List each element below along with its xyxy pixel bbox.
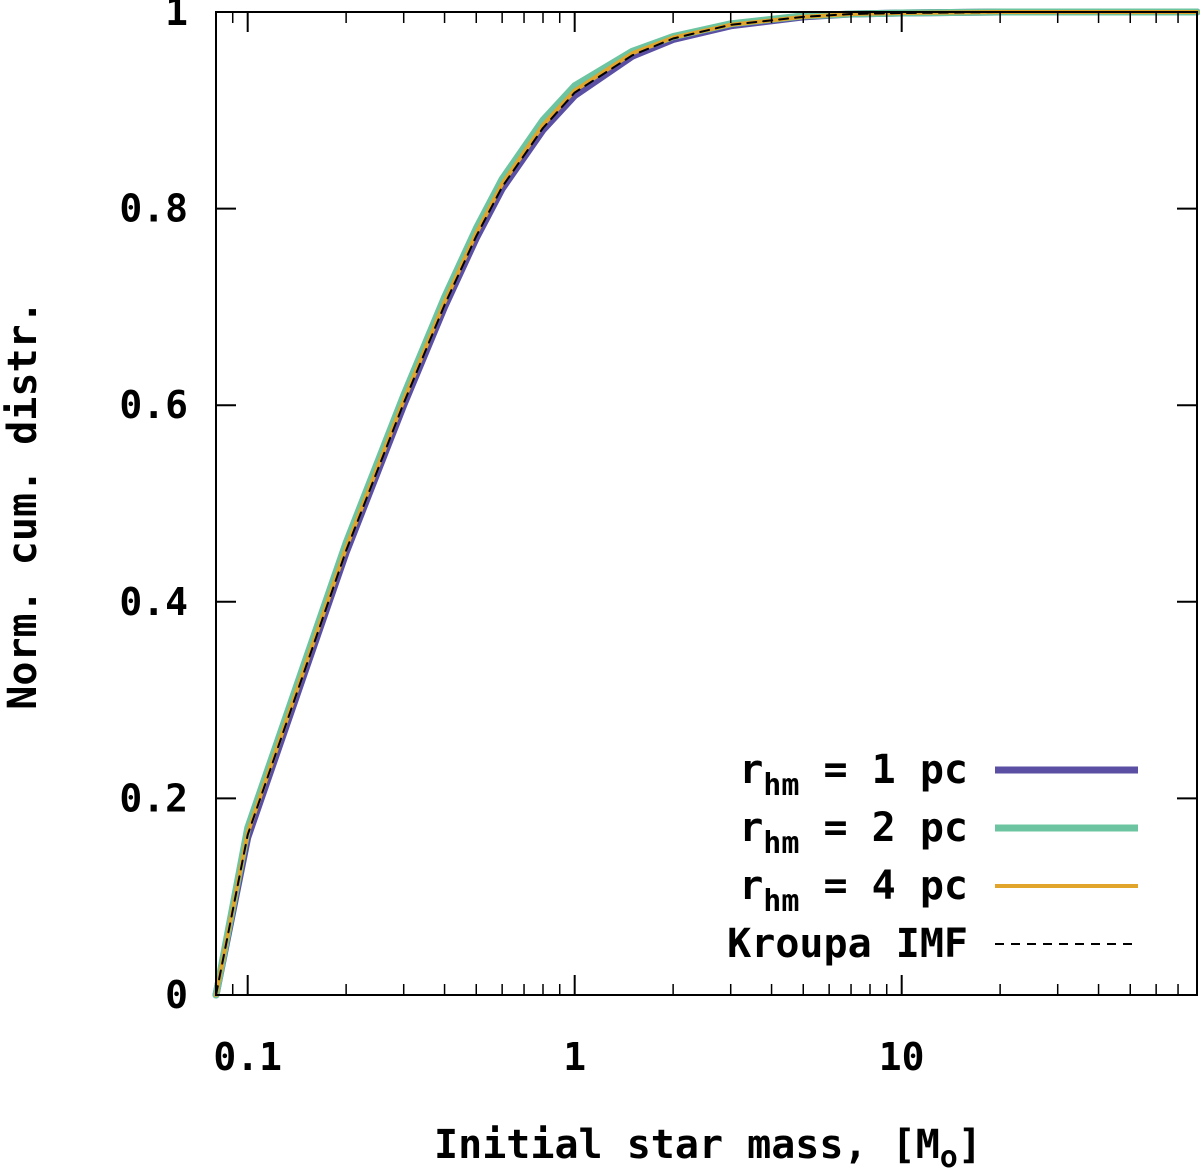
y-tick-label: 0 xyxy=(165,973,188,1017)
legend-label-4: Kroupa IMF xyxy=(727,921,968,967)
x-tick-label: 0.1 xyxy=(213,1035,282,1079)
legend-label-3: rhm = 4 pc xyxy=(739,863,968,919)
plot-area xyxy=(212,8,1200,999)
y-tick-label: 0.2 xyxy=(119,776,188,820)
x-tick-label: 1 xyxy=(563,1035,586,1079)
x-tick-label: 10 xyxy=(879,1035,925,1079)
series-line-3 xyxy=(214,10,1199,997)
plot-frame xyxy=(215,11,1198,996)
x-axis-label-end: ] xyxy=(958,1122,982,1168)
legend-label-1: rhm = 1 pc xyxy=(739,747,968,803)
x-axis-label: Initial star mass, [Mo] xyxy=(434,1122,982,1170)
axes: 0 0.2 0.4 0.6 0.8 1 0.1 1 10 xyxy=(119,0,1198,1079)
y-tick-label: 1 xyxy=(165,0,188,34)
y-tick-label: 0.8 xyxy=(119,187,188,231)
y-tick-label: 0.6 xyxy=(119,383,188,427)
x-axis-label-subscript: o xyxy=(940,1140,958,1170)
x-axis-label-main: Initial star mass, [M xyxy=(434,1122,940,1168)
series-line-4 xyxy=(215,11,1198,996)
legend-label-2: rhm = 2 pc xyxy=(739,805,968,861)
y-tick-label: 0.4 xyxy=(119,580,188,624)
y-axis-label: Norm. cum. distr. xyxy=(0,300,46,709)
